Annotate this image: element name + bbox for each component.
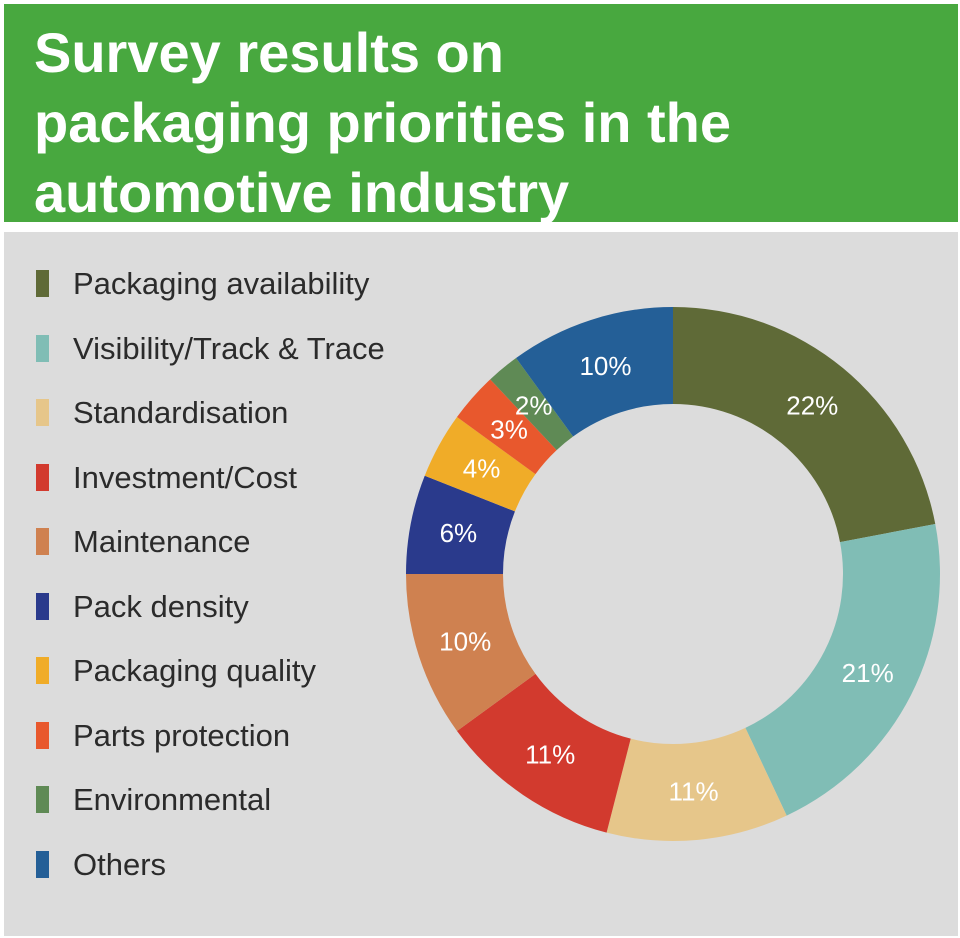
donut-slice <box>424 417 536 512</box>
legend-swatch <box>36 850 49 878</box>
legend-swatch <box>36 399 49 426</box>
legend-item: Maintenance <box>36 522 385 587</box>
legend-swatch <box>36 463 49 491</box>
legend-label: Maintenance <box>73 524 251 559</box>
slice-label: 11% <box>669 777 719 807</box>
legend-item: Standardisation <box>36 393 385 458</box>
donut-slice <box>406 574 536 731</box>
slice-label: 3% <box>490 415 528 445</box>
legend-item: Pack density <box>36 587 385 652</box>
legend: Packaging availability Visibility/Track &… <box>36 264 385 909</box>
legend-swatch <box>36 592 49 620</box>
slice-label: 10% <box>439 627 491 657</box>
legend-item: Others <box>36 845 385 910</box>
donut-slice <box>516 307 673 437</box>
title-line: Survey results on <box>34 21 504 84</box>
legend-swatch <box>36 528 49 555</box>
legend-swatch <box>36 786 49 813</box>
legend-swatch <box>36 270 49 297</box>
legend-item: Packaging availability <box>36 264 385 329</box>
legend-item: Investment/Cost <box>36 458 385 523</box>
legend-label: Visibility/Track & Trace <box>73 330 385 366</box>
legend-label: Investment/Cost <box>73 459 297 495</box>
chart-title: Survey results on packaging priorities i… <box>34 18 934 228</box>
donut-slice <box>406 475 515 574</box>
slice-label: 21% <box>842 658 894 688</box>
slice-label: 11% <box>525 740 575 770</box>
donut-slice <box>745 523 940 816</box>
donut-slice <box>673 307 936 543</box>
title-line: automotive industry <box>34 161 570 224</box>
legend-swatch <box>36 657 49 684</box>
legend-label: Environmental <box>73 782 272 817</box>
legend-item: Visibility/Track & Trace <box>36 329 385 394</box>
slice-label: 6% <box>440 518 478 548</box>
legend-swatch <box>36 721 49 749</box>
legend-label: Pack density <box>73 588 249 624</box>
legend-label: Packaging quality <box>73 653 316 688</box>
legend-label: Packaging availability <box>73 266 370 301</box>
slice-label: 4% <box>463 454 501 484</box>
legend-swatch <box>36 334 49 362</box>
donut-slice <box>606 727 787 841</box>
legend-label: Standardisation <box>73 395 289 430</box>
legend-label: Parts protection <box>73 717 291 753</box>
legend-item: Parts protection <box>36 716 385 781</box>
legend-item: Environmental <box>36 780 385 845</box>
slice-label: 10% <box>579 351 631 381</box>
donut-slice <box>490 357 574 451</box>
legend-item: Packaging quality <box>36 651 385 716</box>
legend-label: Others <box>73 846 167 882</box>
title-band: Survey results on packaging priorities i… <box>4 4 958 224</box>
donut-slice <box>456 379 557 475</box>
title-line: packaging priorities in the <box>34 91 732 154</box>
slice-label: 22% <box>786 391 838 421</box>
donut-slice <box>456 673 631 833</box>
